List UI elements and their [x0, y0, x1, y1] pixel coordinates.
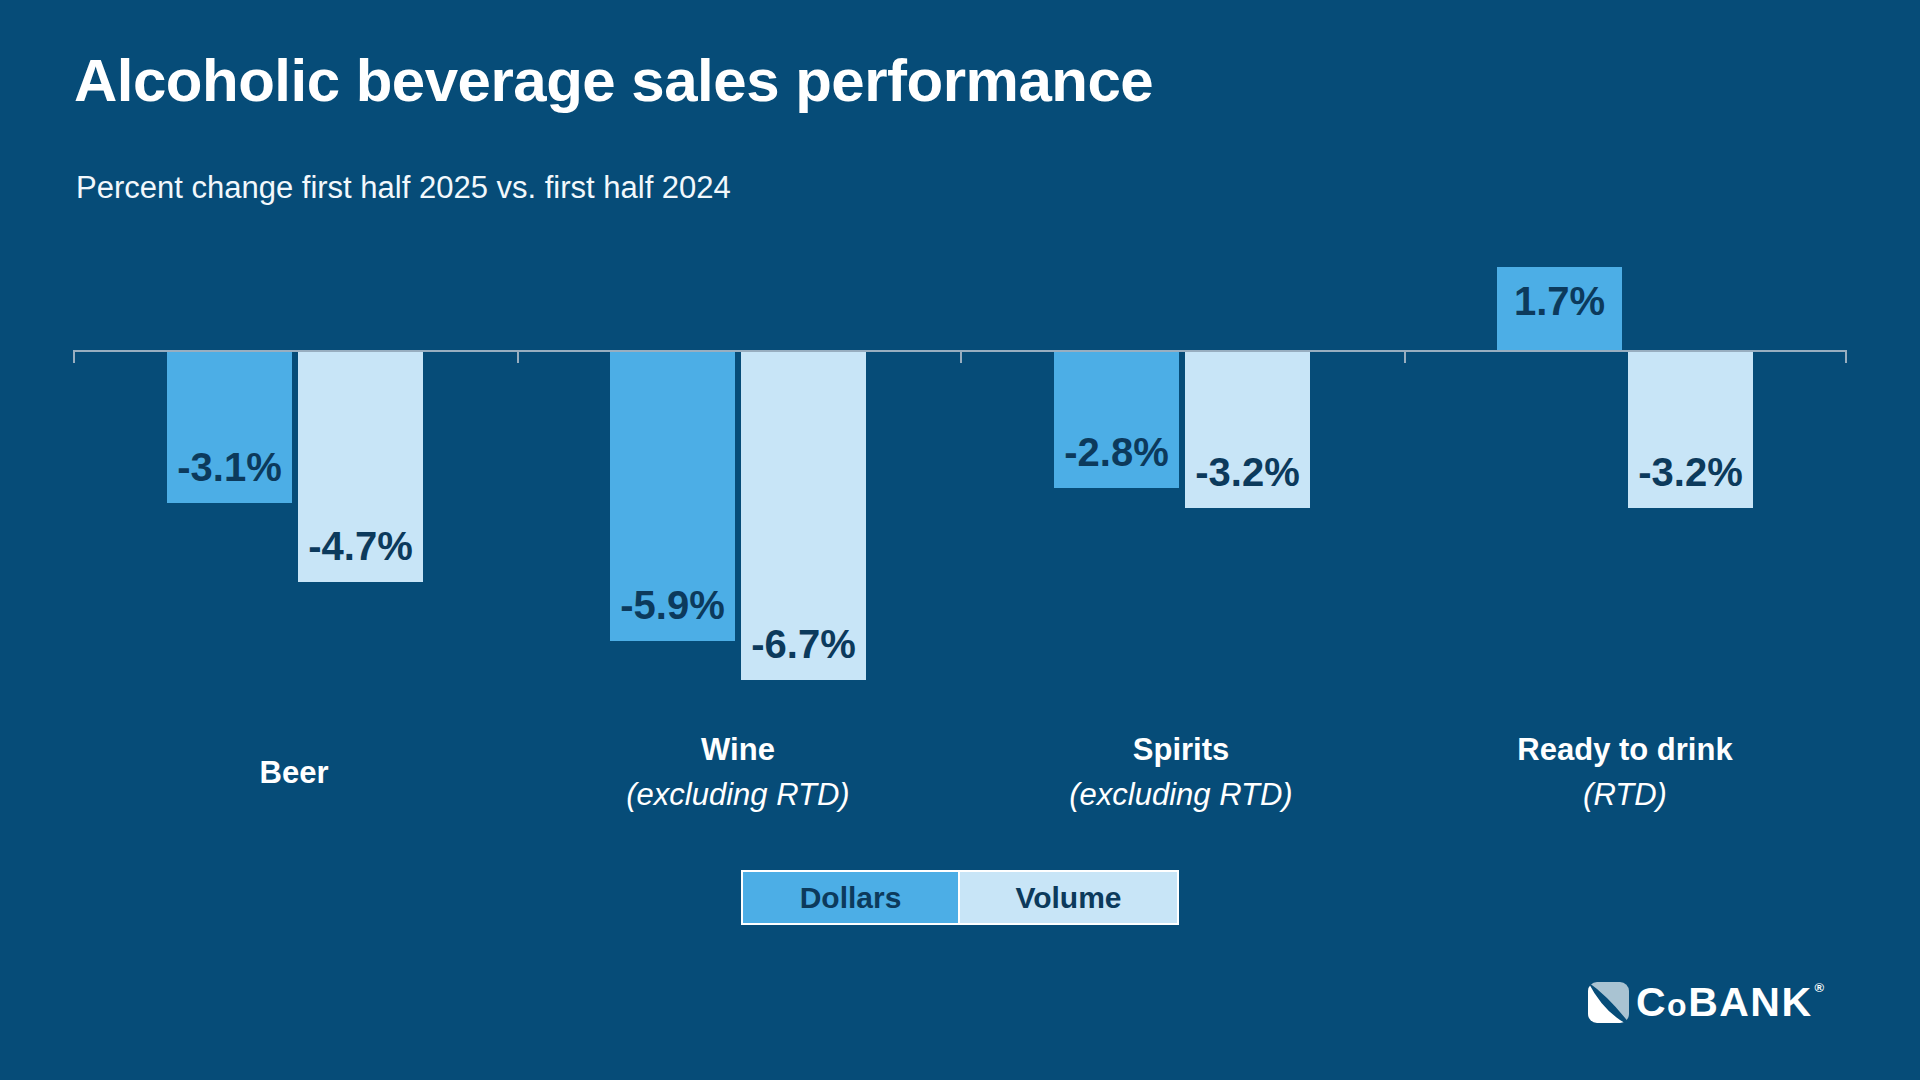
logo-letter-c: C [1636, 982, 1667, 1023]
legend-item-dollars: Dollars [741, 870, 960, 925]
x-axis-tick [73, 350, 75, 363]
infographic-slide: Alcoholic beverage sales performance Per… [0, 0, 1920, 1080]
bar-value-label: 1.7% [1514, 267, 1605, 337]
page-subtitle: Percent change first half 2025 vs. first… [76, 170, 731, 206]
bar-spirits-dollars: -2.8% [1054, 351, 1179, 488]
category-sublabel: (RTD) [1405, 772, 1845, 817]
legend-item-volume: Volume [960, 870, 1179, 925]
cobank-logo-text: C o BANK ® [1636, 982, 1826, 1023]
category-label-wine: Wine (excluding RTD) [518, 727, 958, 817]
bar-value-label: -3.1% [177, 433, 282, 503]
category-name: Spirits [961, 727, 1401, 772]
category-name: Wine [518, 727, 958, 772]
category-name: Beer [74, 750, 514, 795]
bar-wine-volume: -6.7% [741, 351, 866, 680]
category-label-beer: Beer [74, 727, 514, 817]
category-label-spirits: Spirits (excluding RTD) [961, 727, 1401, 817]
bar-value-label: -6.7% [751, 610, 856, 680]
x-axis-tick [517, 350, 519, 363]
bar-beer-volume: -4.7% [298, 351, 423, 582]
bar-value-label: -4.7% [308, 512, 413, 582]
category-name: Ready to drink [1405, 727, 1845, 772]
cobank-logo-icon [1588, 982, 1629, 1023]
bar-wine-dollars: -5.9% [610, 351, 735, 641]
x-axis-tick [1404, 350, 1406, 363]
registered-trademark-icon: ® [1815, 980, 1826, 995]
bar-spirits-volume: -3.2% [1185, 351, 1310, 508]
logo-letter-o: o [1667, 989, 1688, 1021]
bar-value-label: -2.8% [1064, 418, 1169, 488]
bar-beer-dollars: -3.1% [167, 351, 292, 503]
cobank-logo: C o BANK ® [1588, 982, 1826, 1023]
logo-letters-bank: BANK [1688, 982, 1812, 1023]
page-title: Alcoholic beverage sales performance [74, 46, 1153, 115]
category-sublabel: (excluding RTD) [961, 772, 1401, 817]
category-sublabel: (excluding RTD) [518, 772, 958, 817]
chart-legend: Dollars Volume [741, 870, 1179, 925]
bar-ready-to-drink-dollars: 1.7% [1497, 267, 1622, 350]
bar-value-label: -3.2% [1638, 438, 1743, 508]
bar-ready-to-drink-volume: -3.2% [1628, 351, 1753, 508]
x-axis-tick [1845, 350, 1847, 363]
x-axis-tick [960, 350, 962, 363]
bar-value-label: -3.2% [1195, 438, 1300, 508]
category-label-ready-to-drink: Ready to drink (RTD) [1405, 727, 1845, 817]
bar-value-label: -5.9% [620, 571, 725, 641]
